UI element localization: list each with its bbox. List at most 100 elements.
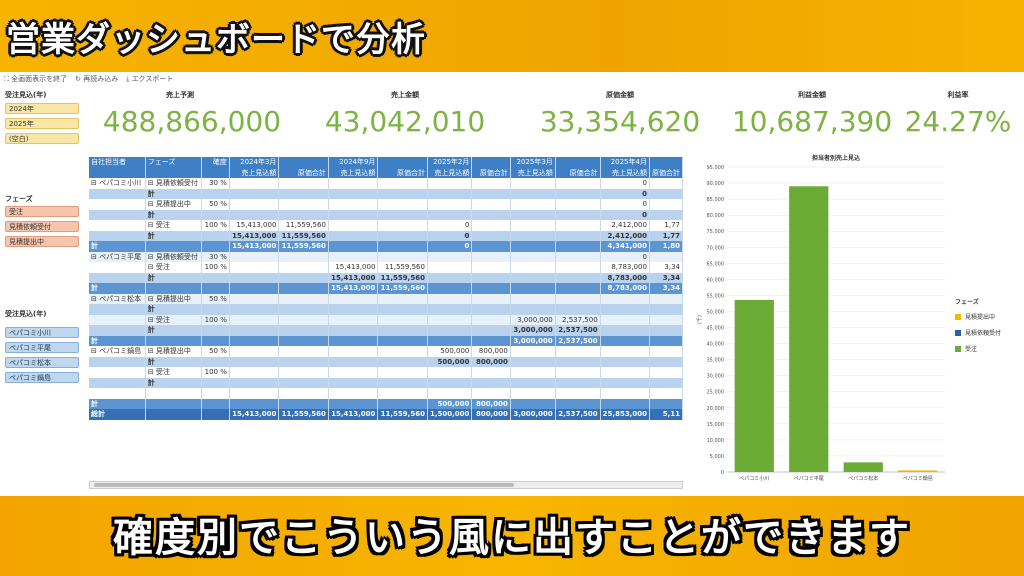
pivot-row[interactable]: ⊟ ペパコミ平尾 ⊟ 見積依頼受付 30 % 0 bbox=[89, 251, 683, 262]
legend-label: 見積依頼受付 bbox=[965, 330, 1002, 337]
pivot-cell bbox=[278, 251, 329, 262]
pivot-cell bbox=[328, 199, 379, 210]
pivot-cell bbox=[89, 209, 146, 220]
pivot-cell bbox=[328, 178, 379, 189]
pivot-cell: 売上見込額 bbox=[510, 167, 556, 178]
filter-year-2024[interactable]: 2024年 bbox=[5, 103, 79, 114]
pivot-cell bbox=[278, 335, 329, 346]
pivot-total-row[interactable]: 計 500,000 800,000 bbox=[89, 398, 683, 409]
pivot-cell bbox=[510, 304, 556, 315]
filter-phase-order[interactable]: 受注 bbox=[5, 206, 79, 217]
pivot-total-row[interactable]: 計 3,000,000 2,537,500 bbox=[89, 335, 683, 346]
pivot-cell bbox=[555, 398, 601, 409]
filter-person-nabeshima[interactable]: ペパコミ鍋島 bbox=[5, 372, 79, 383]
pivot-scroll-thumb[interactable] bbox=[94, 483, 514, 487]
legend-item[interactable]: 受注 bbox=[955, 344, 1001, 353]
pivot-cell: 計 bbox=[89, 283, 146, 294]
pivot-row[interactable]: ⊟ ペパコミ鍋島 ⊟ 見積提出中 50 % 500,000 800,000 bbox=[89, 346, 683, 357]
pivot-cell bbox=[89, 188, 146, 199]
y-tick-label: 45,000 bbox=[707, 326, 725, 332]
pivot-row[interactable]: ⊟ 受注 100 % bbox=[89, 367, 683, 378]
pivot-horizontal-scrollbar[interactable] bbox=[89, 481, 683, 489]
pivot-cell bbox=[89, 199, 146, 210]
pivot-row[interactable]: 計 bbox=[89, 304, 683, 315]
pivot-cell bbox=[600, 398, 650, 409]
pivot-cell: 売上見込額 bbox=[600, 167, 650, 178]
pivot-cell bbox=[328, 220, 379, 231]
pivot-cell: ⊟ ペパコミ小川 bbox=[89, 178, 146, 189]
pivot-cell bbox=[471, 241, 511, 252]
pivot-cell: 原価合計 bbox=[471, 167, 511, 178]
legend-swatch bbox=[955, 345, 961, 352]
pivot-cell bbox=[471, 377, 511, 388]
pivot-cell bbox=[427, 178, 473, 189]
pivot-row[interactable]: 計 15,413,000 11,559,560 0 2,412,000 1,77 bbox=[89, 230, 683, 241]
pivot-total-row[interactable]: 計 15,413,000 11,559,560 0 4,341,000 1,80 bbox=[89, 241, 683, 252]
legend-item[interactable]: 見積依頼受付 bbox=[955, 328, 1001, 337]
legend-item[interactable]: 見積提出中 bbox=[955, 312, 1001, 321]
export-button[interactable]: ⤓ エクスポート bbox=[126, 75, 174, 83]
pivot-cell bbox=[229, 304, 280, 315]
pivot-cell: ⊟ 見積提出中 bbox=[145, 346, 202, 357]
pivot-row[interactable]: 計 3,000,000 2,537,500 bbox=[89, 325, 683, 336]
pivot-row[interactable]: ⊟ 受注 100 % 15,413,000 11,559,560 0 2,412,000 1… bbox=[89, 220, 683, 231]
pivot-cell bbox=[328, 377, 379, 388]
pivot-cell bbox=[229, 209, 280, 220]
pivot-cell: 100 % bbox=[201, 220, 230, 231]
bar-受注 bbox=[734, 299, 774, 472]
filter-year-2025[interactable]: 2025年 bbox=[5, 118, 79, 129]
pivot-cell bbox=[377, 325, 428, 336]
x-tick-label: ペパコミ小川 bbox=[739, 475, 769, 482]
pivot-cell bbox=[510, 283, 556, 294]
filter-phase-request[interactable]: 見積依頼受付 bbox=[5, 221, 79, 232]
pivot-cell bbox=[555, 262, 601, 273]
pivot-cell bbox=[278, 272, 329, 283]
pivot-row[interactable]: 計 bbox=[89, 377, 683, 388]
reload-button[interactable]: ↻ 再読み込み bbox=[75, 75, 119, 83]
pivot-row[interactable]: ⊟ ペパコミ小川 ⊟ 見積依頼受付 30 % 0 bbox=[89, 178, 683, 189]
legend-swatch bbox=[955, 313, 961, 320]
pivot-cell: ⊟ 受注 bbox=[145, 262, 202, 273]
pivot-cell bbox=[555, 293, 601, 304]
pivot-row[interactable]: ⊟ 見積提出中 50 % 0 bbox=[89, 199, 683, 210]
pivot-cell: 原価合計 bbox=[555, 167, 601, 178]
pivot-cell: 原価合計 bbox=[278, 167, 329, 178]
headline-band bbox=[0, 0, 1024, 72]
filter-person-ogawa[interactable]: ペパコミ小川 bbox=[5, 327, 79, 338]
pivot-row[interactable]: ⊟ 受注 100 % 3,000,000 2,537,500 bbox=[89, 314, 683, 325]
pivot-header-row[interactable]: 自社担当者 フェーズ 確度 2024年3月 2024年9月 2025年2月 2025年3月 2… bbox=[89, 157, 683, 168]
pivot-cell bbox=[229, 293, 280, 304]
pivot-cell bbox=[89, 325, 146, 336]
pivot-cell bbox=[377, 377, 428, 388]
filter-person-hirao[interactable]: ペパコミ平尾 bbox=[5, 342, 79, 353]
filter-year-blank[interactable]: (空白) bbox=[5, 133, 79, 144]
pivot-cell bbox=[328, 314, 379, 325]
pivot-row[interactable]: 計 15,413,000 11,559,560 8,783,000 3,34 bbox=[89, 272, 683, 283]
pivot-cell: 8,783,000 bbox=[600, 283, 650, 294]
pivot-cell: 8,783,000 bbox=[600, 272, 650, 283]
filter-phase-submitted[interactable]: 見積提出中 bbox=[5, 236, 79, 247]
pivot-table[interactable]: 自社担当者 フェーズ 確度 2024年3月 2024年9月 2025年2月 2025年3月 2… bbox=[89, 157, 683, 437]
pivot-cell bbox=[555, 178, 601, 189]
pivot-cell: 30 % bbox=[201, 178, 230, 189]
pivot-total-row[interactable]: 計 15,413,000 11,559,560 8,783,000 3,34 bbox=[89, 283, 683, 294]
pivot-cell bbox=[229, 346, 280, 357]
pivot-row[interactable]: ⊟ 受注 100 % 15,413,000 11,559,560 8,783,000 3,… bbox=[89, 262, 683, 273]
pivot-cell bbox=[201, 335, 230, 346]
filter-person-matsumoto[interactable]: ペパコミ松本 bbox=[5, 357, 79, 368]
pivot-row[interactable]: 計 500,000 800,000 bbox=[89, 356, 683, 367]
pivot-cell: 2025年4月 bbox=[600, 157, 650, 168]
y-tick-label: 20,000 bbox=[707, 406, 725, 412]
pivot-grand-total-row[interactable]: 総計 15,413,000 11,559,560 15,413,000 11,559,5… bbox=[89, 409, 683, 420]
pivot-subheader-row[interactable]: 売上見込額 原価合計 売上見込額 原価合計 売上見込額 原価合計 売上見込額 原価合計 売上見込… bbox=[89, 167, 683, 178]
y-tick-label: 10,000 bbox=[707, 438, 725, 444]
pivot-cell bbox=[229, 398, 280, 409]
pivot-row[interactable]: ⊟ ペパコミ松本 ⊟ 見積提出中 50 % bbox=[89, 293, 683, 304]
pivot-cell: 総計 bbox=[89, 409, 146, 420]
pivot-row[interactable] bbox=[89, 388, 683, 399]
exit-fullscreen-button[interactable]: ⛶ 全画面表示を終了 bbox=[4, 75, 68, 83]
pivot-cell bbox=[201, 188, 230, 199]
pivot-cell bbox=[427, 188, 473, 199]
